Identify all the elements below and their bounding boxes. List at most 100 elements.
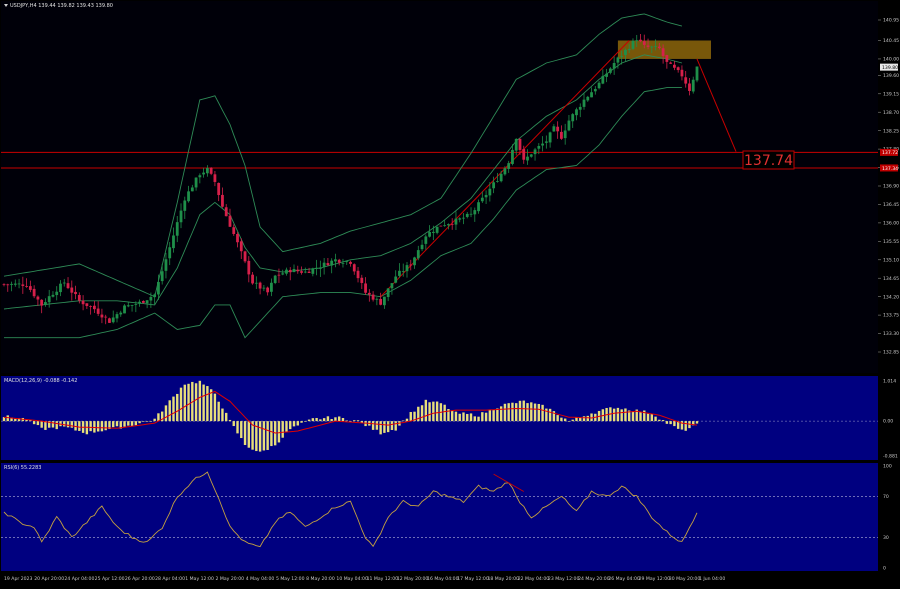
macd-histogram-bar (658, 419, 661, 422)
candle-body (349, 261, 352, 264)
candle-body (77, 295, 81, 301)
projection-line[interactable] (696, 58, 737, 152)
macd-histogram-bar (96, 421, 100, 432)
candle-body (443, 225, 447, 227)
macd-histogram-bar (296, 421, 299, 426)
candle-body (477, 202, 480, 212)
macd-histogram-bar (206, 386, 209, 422)
candle-body (518, 138, 522, 150)
candle-body (138, 301, 141, 304)
candle-body (499, 173, 503, 182)
macd-histogram-bar (315, 417, 318, 422)
macd-histogram-bar (511, 402, 514, 422)
macd-histogram-bar (673, 421, 676, 427)
candle-body (673, 64, 676, 68)
candle-body (548, 132, 552, 143)
macd-histogram-bar (300, 421, 303, 423)
macd-histogram-bar (477, 416, 480, 422)
candle-body (236, 233, 239, 243)
macd-histogram-bar (251, 421, 254, 450)
candle-body (691, 79, 695, 92)
macd-histogram-bar (217, 401, 220, 422)
macd-histogram-bar (119, 421, 122, 429)
macd-histogram-bar (405, 418, 409, 422)
macd-histogram-bar (424, 399, 428, 422)
candle-body (6, 284, 10, 286)
candle-body (126, 305, 130, 307)
macd-histogram-bar (394, 421, 397, 431)
candle-body (447, 224, 450, 226)
time-label: 1 Jun 04:00 (699, 576, 725, 582)
target-annotation: 137.74 (742, 150, 795, 170)
candle-body (153, 294, 157, 298)
price-tick-label: 140.00 (883, 57, 899, 63)
macd-histogram-bar (390, 421, 394, 431)
candle-body (10, 283, 13, 285)
candle-body (413, 257, 416, 266)
candle-body (586, 96, 590, 101)
price-tick-label: 135.10 (883, 257, 899, 263)
candle-body (608, 68, 612, 73)
macd-histogram-bar (89, 421, 92, 432)
candle-body (315, 267, 319, 269)
rsi-trendline[interactable] (493, 473, 524, 492)
macd-histogram-bar (417, 406, 420, 422)
candle-body (695, 66, 699, 81)
macd-histogram-bar (582, 416, 586, 422)
candle-body (507, 163, 511, 169)
price-tick-label: 133.30 (883, 331, 899, 337)
candle-body (526, 156, 529, 161)
candle-body (492, 182, 496, 189)
candle-body (654, 46, 657, 47)
candle-body (661, 48, 665, 56)
time-label: 10 May 04:00 (336, 576, 368, 582)
candle-body (379, 298, 383, 305)
candle-body (578, 106, 582, 110)
macd-panel[interactable] (1, 376, 878, 460)
macd-histogram-bar (123, 421, 126, 427)
candle-body (416, 250, 420, 259)
candle-body (288, 269, 292, 273)
candle-body (209, 167, 213, 174)
macd-histogram-bar (522, 400, 525, 422)
candle-body (541, 143, 544, 146)
dropdown-arrow-icon[interactable] (4, 4, 8, 7)
price-panel[interactable] (1, 1, 878, 373)
candle-body (164, 259, 168, 271)
candle-body (28, 286, 32, 290)
candle-body (635, 40, 639, 42)
price-tick-label: 136.00 (883, 220, 899, 226)
macd-histogram-bar (556, 415, 559, 422)
macd-histogram-bar (503, 403, 507, 422)
macd-histogram-bar (654, 416, 657, 422)
macd-histogram-bar (386, 421, 390, 433)
candle-body (352, 264, 356, 272)
candle-body (89, 306, 93, 307)
candle-body (81, 300, 85, 305)
candle-body (123, 305, 126, 314)
level-tag-label-1: 137.72 (882, 150, 898, 156)
macd-histogram-bar (134, 421, 138, 426)
candle-body (688, 83, 691, 91)
macd-histogram-bar (187, 383, 190, 422)
price-tick-label: 136.90 (883, 184, 899, 190)
macd-histogram-bar (590, 413, 593, 422)
candle-body (514, 138, 518, 151)
candle-body (160, 271, 164, 282)
candle-body (21, 284, 25, 286)
macd-histogram-bar (631, 411, 635, 422)
candle-body (62, 282, 66, 284)
macd-histogram-bar (469, 413, 473, 422)
candle-body (424, 236, 428, 244)
candle-body (571, 114, 575, 122)
macd-histogram-bar (2, 417, 6, 422)
candle-body (669, 62, 673, 64)
rsi-panel[interactable] (1, 463, 878, 571)
candle-body (190, 187, 194, 192)
candle-body (371, 294, 375, 300)
candle-body (375, 298, 379, 300)
macd-histogram-bar (32, 421, 36, 425)
target-price: 137.74 (744, 153, 793, 169)
macd-histogram-bar (661, 420, 665, 422)
macd-histogram-bar (157, 413, 160, 422)
